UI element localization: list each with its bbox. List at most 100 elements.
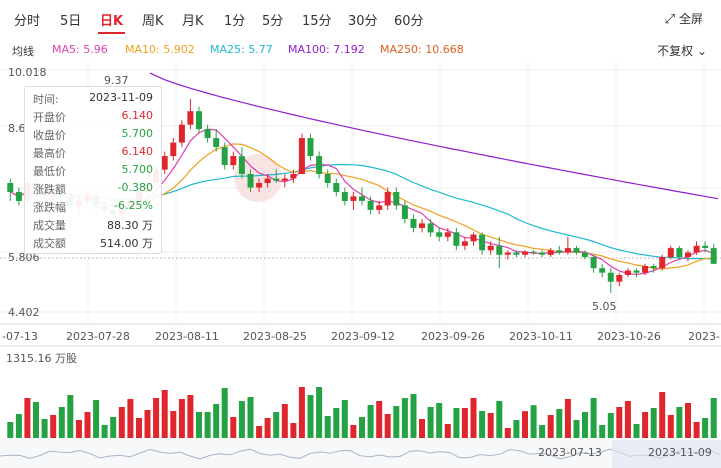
candle-body xyxy=(616,275,623,282)
volume-bar xyxy=(444,424,451,438)
volume-bar xyxy=(504,428,511,438)
candle-body xyxy=(547,250,554,255)
ma100-line xyxy=(149,72,719,200)
tooltip-row: 涨跌额 -0.380 xyxy=(33,181,153,197)
volume-bar xyxy=(33,402,39,438)
tooltip-key: 最低价 xyxy=(33,165,66,178)
adjust-dropdown[interactable]: 不复权 ⌄ xyxy=(657,42,707,59)
ma-mode-label[interactable]: 均线 xyxy=(12,45,34,58)
tab-15min[interactable]: 15分 xyxy=(302,14,332,29)
tooltip-key: 收盘价 xyxy=(33,129,66,142)
candle-body xyxy=(659,257,666,269)
candle-body xyxy=(479,234,486,251)
tab-30min[interactable]: 30分 xyxy=(348,14,378,29)
volume-bar xyxy=(539,425,546,438)
volume-bar xyxy=(307,395,314,438)
ma250-label: MA250: 10.668 xyxy=(380,43,464,56)
volume-bar xyxy=(427,407,434,438)
ohlc-tooltip: 时间: 2023-11-09 开盘价 6.140 收盘价 5.700 最高价 6.140 最低价… xyxy=(24,86,162,254)
candle-body xyxy=(273,178,280,181)
tab-5min[interactable]: 5分 xyxy=(262,14,284,29)
candle-body xyxy=(187,111,194,125)
volume-bar xyxy=(273,412,280,438)
volume-bar xyxy=(118,407,125,438)
volume-bar xyxy=(7,422,14,438)
tab-5day[interactable]: 5日 xyxy=(60,14,82,29)
volume-bar xyxy=(161,390,168,438)
tab-1min[interactable]: 1分 xyxy=(224,14,246,29)
tab-monthly-k[interactable]: 月K xyxy=(182,14,204,29)
volume-bar xyxy=(153,398,160,438)
tab-weekly-k[interactable]: 周K xyxy=(142,14,164,29)
navigator-background xyxy=(0,440,721,468)
tooltip-key: 涨跌幅 xyxy=(33,201,66,214)
volume-bar xyxy=(24,398,31,438)
navigator-end-date: 2023-11-09 xyxy=(648,446,712,459)
volume-bar xyxy=(178,399,185,438)
volume-bar xyxy=(281,404,288,438)
period-tabs: 分时 5日 日K 周K 月K 1分 5分 15分 30分 60分 ⤢ 全屏 xyxy=(0,0,721,38)
tab-timeshare[interactable]: 分时 xyxy=(14,14,41,29)
volume-bar xyxy=(367,405,374,438)
candle-body xyxy=(281,178,288,181)
candle-body xyxy=(539,252,546,255)
tooltip-row: 涨跌幅 -6.25% xyxy=(33,199,153,215)
tooltip-key: 涨跌额 xyxy=(33,183,66,196)
candle-body xyxy=(367,200,374,210)
tooltip-value: 88.30 万 xyxy=(107,219,153,232)
tooltip-value: 6.140 xyxy=(121,145,154,158)
volume-bar xyxy=(50,415,57,438)
date-tick: 2023-10-11 xyxy=(509,330,573,343)
volume-bar xyxy=(487,413,494,438)
volume-bar xyxy=(359,417,365,438)
date-tick: 2023-08-11 xyxy=(155,330,219,343)
volume-bar xyxy=(582,412,588,438)
candle-body xyxy=(487,245,494,251)
price-axis-bottom: 4.402 xyxy=(8,306,40,319)
price-axis-top: 10.018 xyxy=(8,66,47,79)
volume-bar xyxy=(15,414,22,438)
navigator-start-date: 2023-07-13 xyxy=(538,446,602,459)
tooltip-row: 成交量 88.30 万 xyxy=(33,217,153,233)
volume-bar xyxy=(530,405,537,438)
volume-bar xyxy=(170,411,177,438)
fullscreen-button[interactable]: ⤢ 全屏 xyxy=(665,10,703,27)
peak-label: 9.37 xyxy=(104,74,129,87)
candle-body xyxy=(453,232,460,246)
volume-bar xyxy=(556,409,563,438)
volume-bar xyxy=(341,400,348,438)
candle-body xyxy=(290,174,297,179)
volume-bar xyxy=(496,401,503,438)
volume-bar xyxy=(624,401,631,438)
volume-bar xyxy=(324,416,331,438)
date-tick: 2023-10-26 xyxy=(597,330,661,343)
tooltip-row: 时间: 2023-11-09 xyxy=(33,91,153,107)
volume-bar xyxy=(58,407,65,438)
ma5-label: MA5: 5.96 xyxy=(52,43,108,56)
tab-60min[interactable]: 60分 xyxy=(394,14,424,29)
kline-chart[interactable] xyxy=(0,62,721,468)
volume-bar xyxy=(461,408,468,438)
tooltip-value: 2023-11-09 xyxy=(89,91,153,104)
candle-body xyxy=(504,252,511,255)
tab-daily-k[interactable]: 日K xyxy=(97,10,126,34)
candle-body xyxy=(359,196,365,201)
volume-bar xyxy=(290,423,297,438)
tooltip-row: 开盘价 6.140 xyxy=(33,109,153,125)
candle-body xyxy=(213,138,220,148)
volume-bar xyxy=(650,408,657,438)
volume-bar xyxy=(75,420,82,438)
candle-body xyxy=(350,196,357,201)
volume-bar xyxy=(256,426,263,438)
candle-body xyxy=(333,183,340,192)
candle-body xyxy=(582,252,588,257)
date-tick: 2023-07-28 xyxy=(66,330,130,343)
moving-average-legend: 均线 MA5: 5.96 MA10: 5.902 MA25: 5.77 MA10… xyxy=(0,41,721,61)
tooltip-value: 5.700 xyxy=(121,163,154,176)
candle-body xyxy=(393,192,400,206)
volume-bar xyxy=(376,401,383,438)
candle-body xyxy=(522,251,528,255)
candle-body xyxy=(7,183,14,192)
volume-bar xyxy=(590,398,597,438)
candle-body xyxy=(496,245,503,255)
